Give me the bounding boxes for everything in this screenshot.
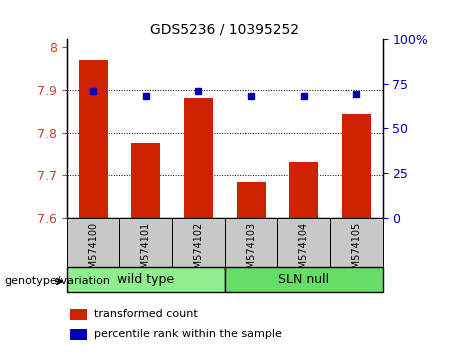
Text: wild type: wild type (117, 273, 174, 286)
Bar (172, 218, 225, 267)
Bar (225, 218, 278, 267)
Text: GSM574102: GSM574102 (194, 222, 203, 281)
Text: percentile rank within the sample: percentile rank within the sample (94, 329, 282, 339)
Text: genotype/variation: genotype/variation (5, 276, 111, 286)
Bar (278, 218, 330, 267)
Bar (330, 218, 383, 267)
Text: transformed count: transformed count (94, 309, 197, 319)
Bar (119, 218, 172, 267)
Bar (70, 329, 88, 339)
Text: GSM574100: GSM574100 (88, 222, 98, 281)
Text: GSM574101: GSM574101 (141, 222, 151, 281)
Bar (289, 162, 318, 218)
Bar (131, 143, 160, 218)
Text: GSM574103: GSM574103 (246, 222, 256, 281)
Bar (184, 98, 213, 218)
Bar (67, 218, 119, 267)
Bar (79, 60, 107, 218)
Bar (225, 267, 383, 292)
Bar (342, 114, 371, 218)
Text: GSM574105: GSM574105 (351, 222, 361, 281)
Bar (67, 267, 225, 292)
Bar (70, 309, 88, 320)
Title: GDS5236 / 10395252: GDS5236 / 10395252 (150, 22, 299, 36)
Text: SLN null: SLN null (278, 273, 329, 286)
Text: GSM574104: GSM574104 (299, 222, 309, 281)
Bar (236, 182, 266, 218)
